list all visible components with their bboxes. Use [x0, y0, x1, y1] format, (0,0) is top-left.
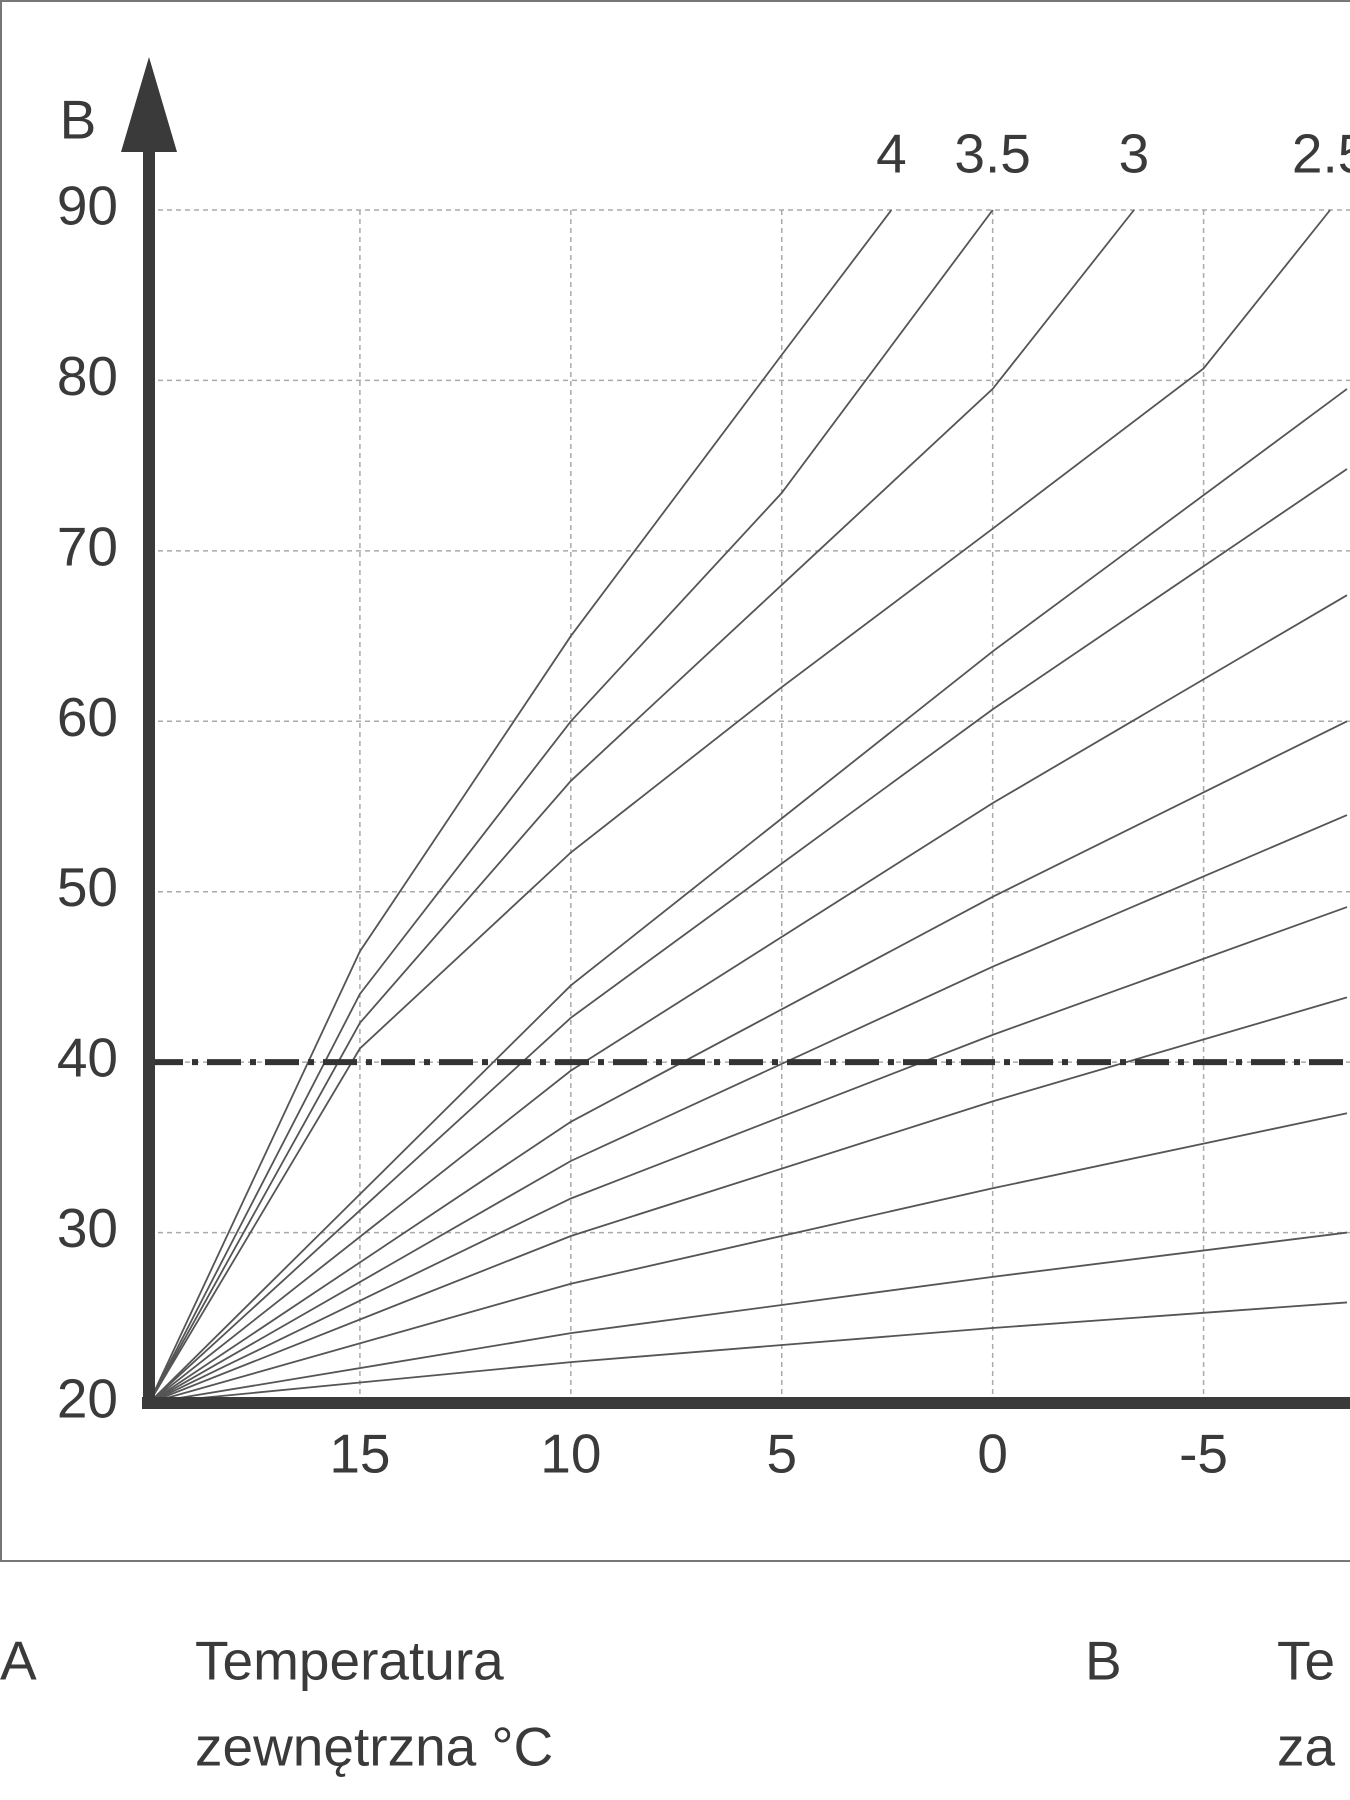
curve — [148, 209, 893, 1404]
x-tick-label: 15 — [329, 1423, 390, 1485]
curve — [148, 1301, 1348, 1404]
legend-key: B — [1085, 1630, 1122, 1692]
y-tick-label: 80 — [57, 345, 118, 407]
curve-label: 4 — [876, 123, 907, 185]
legend-text: zewnętrzna °C — [195, 1716, 553, 1778]
curve — [148, 720, 1348, 1404]
x-tick-label: 5 — [766, 1423, 797, 1485]
curve — [148, 388, 1348, 1404]
x-tick-label: 10 — [540, 1423, 601, 1485]
y-tick-label: 70 — [57, 515, 118, 577]
curve — [148, 814, 1348, 1404]
curve — [148, 1231, 1348, 1404]
legend-text: za — [1277, 1716, 1336, 1778]
curve-label: 3.5 — [954, 123, 1030, 185]
y-tick-label: 20 — [57, 1368, 118, 1430]
y-axis-label: B — [60, 89, 97, 151]
legend-key: A — [0, 1630, 37, 1692]
y-tick-label: 30 — [57, 1197, 118, 1259]
y-tick-label: 40 — [57, 1027, 118, 1089]
legend-text: Temperatura — [195, 1630, 504, 1692]
curve — [148, 996, 1348, 1404]
curve — [148, 594, 1348, 1404]
curve — [148, 1112, 1348, 1404]
y-axis-arrow — [121, 57, 177, 152]
curve-label: 3 — [1119, 123, 1150, 185]
curve — [148, 209, 994, 1404]
x-tick-label: 0 — [977, 1423, 1008, 1485]
curve — [148, 468, 1348, 1404]
curve-label: 2.5 — [1292, 123, 1350, 185]
y-tick-label: 50 — [57, 856, 118, 918]
curve — [148, 906, 1348, 1404]
y-tick-label: 60 — [57, 686, 118, 748]
y-tick-label: 90 — [57, 175, 118, 237]
legend-text: Te — [1277, 1630, 1335, 1692]
x-tick-label: -5 — [1179, 1423, 1228, 1485]
curve — [148, 209, 1331, 1404]
curve — [148, 209, 1135, 1404]
frame — [0, 0, 1350, 1562]
